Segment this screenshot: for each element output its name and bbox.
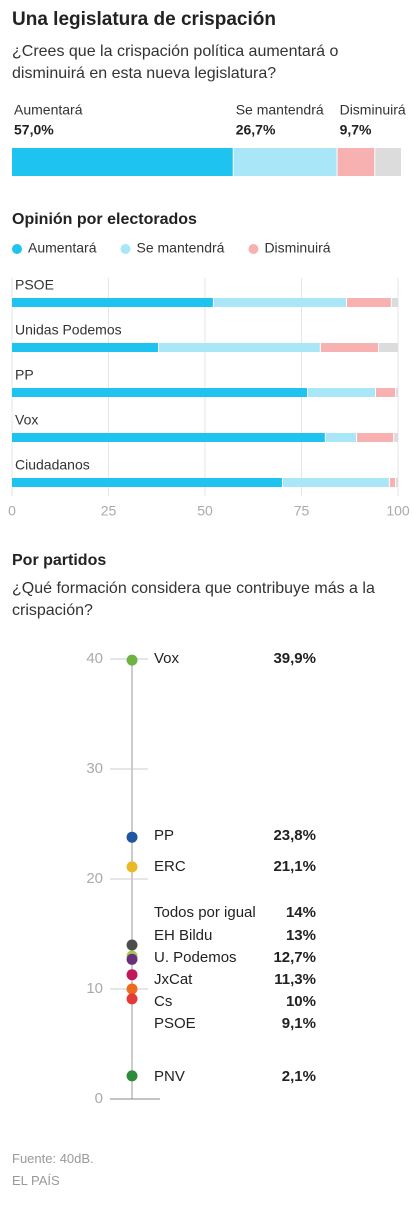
category-label: Ciudadanos xyxy=(15,457,90,473)
x-tick-label: 100 xyxy=(386,503,410,519)
bar-segment xyxy=(12,388,308,397)
x-tick-label: 75 xyxy=(294,503,310,519)
party-label: ERC xyxy=(154,858,186,875)
legend-label: Disminuirá xyxy=(264,240,330,256)
party-label: Vox xyxy=(154,650,180,667)
value-label: 57,0% xyxy=(14,122,54,138)
x-tick-label: 0 xyxy=(8,503,16,519)
value-label: 13% xyxy=(286,927,316,944)
page-subtitle: ¿Crees que la crispación política aument… xyxy=(12,43,339,82)
dot xyxy=(126,1070,138,1082)
value-label: 11,3% xyxy=(274,971,316,988)
dot xyxy=(126,861,138,873)
page-title: Una legislatura de crispación xyxy=(12,9,276,30)
bar-segment xyxy=(325,433,357,442)
value-label: 21,1% xyxy=(273,858,316,875)
legend-label: Se mantendrá xyxy=(136,240,224,256)
bar-segment xyxy=(233,148,337,176)
party-label: PSOE xyxy=(154,1015,196,1032)
party-label: Todos por igual xyxy=(154,904,256,921)
bar-segment xyxy=(12,433,325,442)
party-label: Cs xyxy=(154,993,172,1010)
segment-label: Aumentará xyxy=(14,102,83,118)
segment-label: Disminuirá xyxy=(340,102,406,118)
party-label: U. Podemos xyxy=(154,949,237,966)
bar-segment xyxy=(379,343,398,352)
bar-segment xyxy=(375,148,401,176)
bar-segment xyxy=(396,388,398,397)
party-label: PP xyxy=(154,827,174,844)
bar-segment xyxy=(389,478,396,487)
dot xyxy=(126,939,138,951)
value-label: 26,7% xyxy=(236,122,276,138)
y-tick-label: 40 xyxy=(86,650,103,667)
source: Fuente: 40dB. xyxy=(12,1151,94,1166)
value-label: 14% xyxy=(286,904,316,921)
value-label: 2,1% xyxy=(282,1068,316,1085)
publisher: EL PAÍS xyxy=(12,1173,60,1188)
x-tick-label: 25 xyxy=(101,503,117,519)
category-label: Unidas Podemos xyxy=(15,322,122,338)
section-subtitle: ¿Qué formación considera que contribuye … xyxy=(12,580,375,619)
segment-label: Se mantendrá xyxy=(236,102,324,118)
y-tick-label: 0 xyxy=(95,1090,103,1107)
party-label: EH Bildu xyxy=(154,927,212,944)
category-label: PP xyxy=(15,367,34,383)
legend-swatch xyxy=(248,244,259,254)
bar-segment xyxy=(12,148,233,176)
value-label: 9,7% xyxy=(340,122,372,138)
x-tick-label: 50 xyxy=(197,503,213,519)
dot xyxy=(126,953,138,965)
bar-segment xyxy=(375,388,396,397)
dot xyxy=(126,654,138,666)
category-label: Vox xyxy=(15,412,38,428)
bar-segment xyxy=(320,343,379,352)
legend-swatch xyxy=(120,244,131,254)
dot xyxy=(126,969,138,981)
section-title: Por partidos xyxy=(12,552,107,569)
bar-segment xyxy=(213,298,347,307)
value-label: 39,9% xyxy=(273,650,316,667)
y-tick-label: 20 xyxy=(86,870,103,887)
dot xyxy=(126,831,138,843)
bar-segment xyxy=(357,433,394,442)
party-label: PNV xyxy=(154,1068,185,1085)
bar-segment xyxy=(391,298,398,307)
bar-segment xyxy=(12,478,282,487)
legend-label: Aumentará xyxy=(28,240,97,256)
party-label: JxCat xyxy=(154,971,193,988)
legend-swatch xyxy=(12,244,22,254)
bar-segment xyxy=(337,148,375,176)
bar-segment xyxy=(12,343,159,352)
bar-segment xyxy=(12,298,213,307)
category-label: PSOE xyxy=(15,277,54,293)
bar-segment xyxy=(308,388,375,397)
section-title: Opinión por electorados xyxy=(12,211,197,228)
y-tick-label: 10 xyxy=(86,980,103,997)
dot xyxy=(126,983,138,995)
bar-segment xyxy=(347,298,391,307)
bar-segment xyxy=(282,478,389,487)
value-label: 12,7% xyxy=(273,949,316,966)
bar-segment xyxy=(394,433,398,442)
dot xyxy=(126,993,138,1005)
value-label: 23,8% xyxy=(273,827,316,844)
value-label: 9,1% xyxy=(282,1015,316,1032)
bar-segment xyxy=(159,343,320,352)
value-label: 10% xyxy=(286,993,316,1010)
bar-segment xyxy=(396,478,398,487)
y-tick-label: 30 xyxy=(86,760,103,777)
